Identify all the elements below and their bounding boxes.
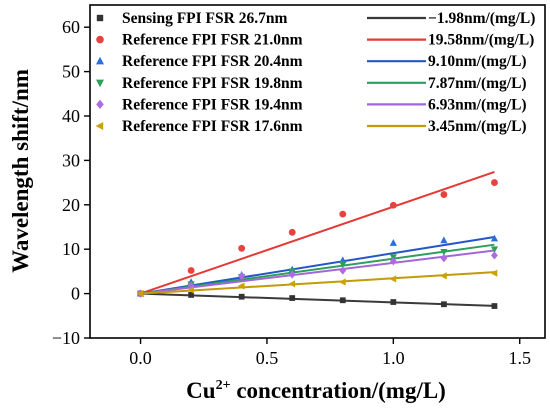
data-point-s5-6 <box>439 272 447 280</box>
legend-marker-3 <box>96 79 104 88</box>
legend-label-4: Reference FPI FSR 19.4nm <box>122 96 303 113</box>
data-point-s4-2 <box>238 271 246 280</box>
legend-fit-label-2: 9.10nm/(mg/L) <box>428 53 527 70</box>
plot-area <box>136 170 499 309</box>
y-tick-label: 0 <box>71 284 80 304</box>
plot-frame <box>89 4 546 339</box>
data-point-s0-1 <box>188 292 194 298</box>
fit-line-0 <box>140 292 495 307</box>
fit-line-4 <box>140 249 495 295</box>
data-point-s1-5 <box>389 201 397 209</box>
data-point-s1-7 <box>491 179 498 187</box>
data-point-s3-4 <box>339 261 347 269</box>
data-point-s5-0 <box>136 290 144 298</box>
y-axis-title: Wavelength shift/nm <box>8 69 33 273</box>
data-point-s0-7 <box>491 303 498 309</box>
legend-label-3: Reference FPI FSR 19.8nm <box>122 75 303 92</box>
data-point-s2-7 <box>490 234 499 242</box>
data-point-s0-6 <box>441 301 447 308</box>
data-point-s5-4 <box>338 278 346 286</box>
legend-label-1: Reference FPI FSR 21.0nm <box>122 32 303 49</box>
data-point-s5-3 <box>288 280 296 288</box>
data-point-s4-5 <box>389 257 397 266</box>
x-tick-label: 1.0 <box>382 348 405 368</box>
legend-fit-label-0: −1.98nm/(mg/L) <box>428 10 535 27</box>
x-tick-label: 1.5 <box>508 348 531 368</box>
legend: Sensing FPI FSR 26.7nm −1.98nm/(mg/L) Refe… <box>95 10 535 135</box>
data-point-s0-4 <box>339 297 346 304</box>
data-point-s0-2 <box>238 293 245 300</box>
legend-label-0: Sensing FPI FSR 26.7nm <box>122 10 287 27</box>
legend-marker-4 <box>96 99 104 109</box>
data-point-s1-2 <box>238 244 246 252</box>
legend-marker-0 <box>96 14 104 22</box>
y-tick-label: 10 <box>62 239 80 259</box>
x-axis-title: Cu2+ concentration/(mg/L) <box>186 378 446 403</box>
data-point-s4-6 <box>440 253 448 263</box>
fit-line-5 <box>140 271 495 295</box>
data-point-s5-5 <box>389 275 397 283</box>
legend-label-2: Reference FPI FSR 20.4nm <box>122 53 303 70</box>
x-tick-label: 0.0 <box>129 348 152 368</box>
data-point-s0-3 <box>289 295 296 301</box>
data-point-s1-6 <box>440 191 448 199</box>
data-point-s1-4 <box>339 210 347 218</box>
data-point-s2-5 <box>389 239 397 246</box>
data-point-s0-5 <box>390 299 397 305</box>
fit-line-2 <box>140 236 495 295</box>
y-tick-label: 50 <box>62 62 80 82</box>
y-tick-label: −10 <box>52 328 80 348</box>
y-tick-label: 30 <box>62 150 80 170</box>
data-point-s5-1 <box>187 286 194 294</box>
legend-fit-label-4: 6.93nm/(mg/L) <box>428 96 527 113</box>
legend-fit-label-3: 7.87nm/(mg/L) <box>428 75 527 92</box>
y-tick-label: 20 <box>62 195 80 215</box>
legend-fit-label-5: 3.45nm/(mg/L) <box>428 118 527 135</box>
x-tick-label: 0.5 <box>256 348 279 368</box>
data-point-s3-6 <box>440 248 448 256</box>
data-point-s5-2 <box>237 282 245 290</box>
data-point-s1-1 <box>187 267 195 274</box>
legend-marker-1 <box>96 35 104 44</box>
data-point-s4-3 <box>288 270 296 279</box>
y-tick-label: 60 <box>62 17 80 37</box>
data-point-s5-7 <box>490 269 498 277</box>
data-point-s1-3 <box>288 228 296 236</box>
data-point-s3-7 <box>490 246 499 254</box>
y-tick-label: 40 <box>62 106 80 126</box>
data-point-s4-7 <box>491 251 498 260</box>
legend-marker-5 <box>95 122 104 130</box>
axes: −10 0 10 20 30 40 50 60 0.0 0.5 1.0 1.5 <box>52 17 531 368</box>
data-point-s2-6 <box>440 236 448 244</box>
legend-fit-label-1: 19.58nm/(mg/L) <box>428 32 534 49</box>
legend-marker-2 <box>96 56 104 65</box>
legend-label-5: Reference FPI FSR 17.6nm <box>122 118 303 135</box>
fit-line-1 <box>140 170 495 295</box>
data-point-s4-4 <box>339 266 347 275</box>
